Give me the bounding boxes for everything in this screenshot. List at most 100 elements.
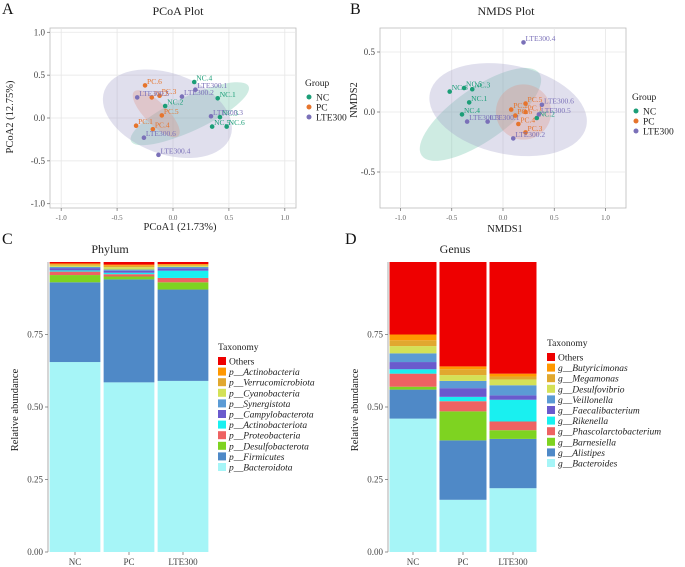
bar-segment-lte300-9 xyxy=(489,373,537,377)
point-label: NC.3 xyxy=(474,81,490,90)
point-label: PC.1 xyxy=(528,104,543,113)
legend-marker-lte300 xyxy=(306,114,312,120)
y-tick-label: 0.25 xyxy=(367,475,383,485)
ellipse-pc xyxy=(132,90,180,138)
legend-swatch xyxy=(547,406,555,414)
point-label: NC.1 xyxy=(220,90,236,99)
legend-swatch xyxy=(547,353,555,361)
legend-label-pc: PC xyxy=(316,104,328,114)
legend-label: g__Phascolarctobacterium xyxy=(558,428,661,438)
legend-swatch xyxy=(547,363,555,372)
point-label: NC.5 xyxy=(214,118,230,127)
phylum-title: Phylum xyxy=(91,242,129,256)
legend-swatch xyxy=(547,448,555,457)
point-label: LTE300.5 xyxy=(541,106,571,115)
genus-panel: Genus Relative abundance 0.00 0.25 0.50 0.7… xyxy=(350,242,661,567)
bar-segment-nc-9 xyxy=(49,263,101,265)
x-tick-label-lte300: LTE300 xyxy=(168,557,198,567)
bar-segment-nc-6 xyxy=(49,266,101,269)
point-lte300-3 xyxy=(464,119,470,124)
pcoa-title: PCoA Plot xyxy=(152,4,204,18)
legend-marker-pc xyxy=(306,104,312,110)
x-tick-label: 0.0 xyxy=(499,214,508,222)
bar-segment-nc-3 xyxy=(49,271,101,276)
bar-segment-nc-1 xyxy=(49,282,101,363)
legend-swatch xyxy=(218,420,226,429)
x-tick-label: -1.0 xyxy=(395,214,407,222)
panel-letter-c: C xyxy=(2,231,13,248)
legend-label-nc: NC xyxy=(316,94,329,104)
pcoa-y-axis-label: PCoA2 (12.75%) xyxy=(5,80,16,153)
point-label: NC.2 xyxy=(539,110,555,119)
legend-label: p__Desulfobacterota xyxy=(228,441,309,452)
genus-y-axis-label: Relative abundance xyxy=(350,368,361,451)
bar-segment-lte300-4 xyxy=(489,399,537,422)
bar-segment-lte300-10 xyxy=(489,262,537,374)
x-tick-label-nc: NC xyxy=(407,557,420,567)
point-label: LTE300.3 xyxy=(469,113,499,122)
bar-segment-pc-9 xyxy=(439,366,487,370)
bar-segment-lte300-9 xyxy=(157,264,209,265)
bar-segment-pc-4 xyxy=(103,272,155,275)
point-pc-6 xyxy=(142,83,148,88)
point-lte300-2 xyxy=(510,136,516,141)
point-nc-6 xyxy=(447,89,453,94)
x-tick-label: -1.0 xyxy=(56,214,68,222)
point-label: LTE300.3 xyxy=(213,108,243,117)
point-nc-6 xyxy=(224,124,229,129)
bar-segment-lte300-3 xyxy=(489,421,537,431)
bar-segment-lte300-7 xyxy=(157,265,209,267)
point-pc-5 xyxy=(523,101,528,106)
point-label: LTE300.1 xyxy=(490,113,520,122)
pcoa-panel: PCoA Plot PCoA1 (21.73%) PCoA2 (12.75%) … xyxy=(5,4,347,233)
legend-label: p__Actinobacteriota xyxy=(228,421,307,431)
legend-label: p__Campylobacterota xyxy=(228,411,314,421)
bar-segment-nc-8 xyxy=(49,264,101,266)
bar-segment-lte300-1 xyxy=(157,289,209,381)
bar-segment-lte300-2 xyxy=(489,430,537,439)
bar-segment-nc-9 xyxy=(389,334,437,341)
phylum-panel: Phylum Relative abundance 0.00 0.25 0.50 0.… xyxy=(10,242,315,567)
point-pc-5 xyxy=(159,113,165,118)
point-label: NC.2 xyxy=(167,98,183,107)
bar-segment-lte300-7 xyxy=(489,379,537,386)
bar-segment-lte300-0 xyxy=(489,488,537,552)
genus-title: Genus xyxy=(440,242,471,256)
point-pc-4 xyxy=(150,126,156,132)
legend-label: g__Bacteroides xyxy=(558,460,618,470)
legend-swatch xyxy=(547,416,555,425)
phylum-legend-title: Taxonomy xyxy=(218,343,259,353)
legend-label: p__Bacteroidota xyxy=(228,464,293,474)
point-nc-1 xyxy=(466,100,472,105)
bar-segment-nc-2 xyxy=(389,386,437,390)
point-pc-1 xyxy=(523,109,528,115)
y-tick-label: -1.0 xyxy=(31,199,46,209)
legend-marker-nc xyxy=(633,108,639,114)
legend-label-nc: NC xyxy=(643,108,656,118)
legend-label: p__Firmicutes xyxy=(228,453,285,463)
legend-label: g__Butyricimonas xyxy=(558,364,628,374)
x-tick-label: 0.0 xyxy=(169,214,178,222)
point-pc-3 xyxy=(157,93,162,99)
bar-segment-lte300-8 xyxy=(489,376,537,380)
point-label: LTE300.6 xyxy=(146,129,176,138)
legend-swatch xyxy=(547,395,555,404)
point-label: PC.3 xyxy=(162,87,177,96)
bar-segment-pc-2 xyxy=(103,276,155,280)
point-label: PC.6 xyxy=(517,107,532,116)
point-lte300-4 xyxy=(156,152,161,158)
bar-segment-pc-6 xyxy=(439,380,487,389)
nmds-title: NMDS Plot xyxy=(477,4,535,18)
bar-segment-nc-5 xyxy=(49,268,101,271)
nmds-x-axis-label: NMDS1 xyxy=(487,224,523,235)
nmds-y-axis-label: NMDS2 xyxy=(349,82,360,118)
point-label: NC.6 xyxy=(452,83,468,92)
point-nc-3 xyxy=(217,114,223,120)
x-tick-label: -0.5 xyxy=(446,214,458,222)
point-label: PC.1 xyxy=(138,117,153,126)
legend-swatch xyxy=(547,427,555,436)
point-label: NC.6 xyxy=(229,118,245,127)
legend-label: g__Megamonas xyxy=(558,375,619,385)
legend-swatch xyxy=(547,374,555,383)
